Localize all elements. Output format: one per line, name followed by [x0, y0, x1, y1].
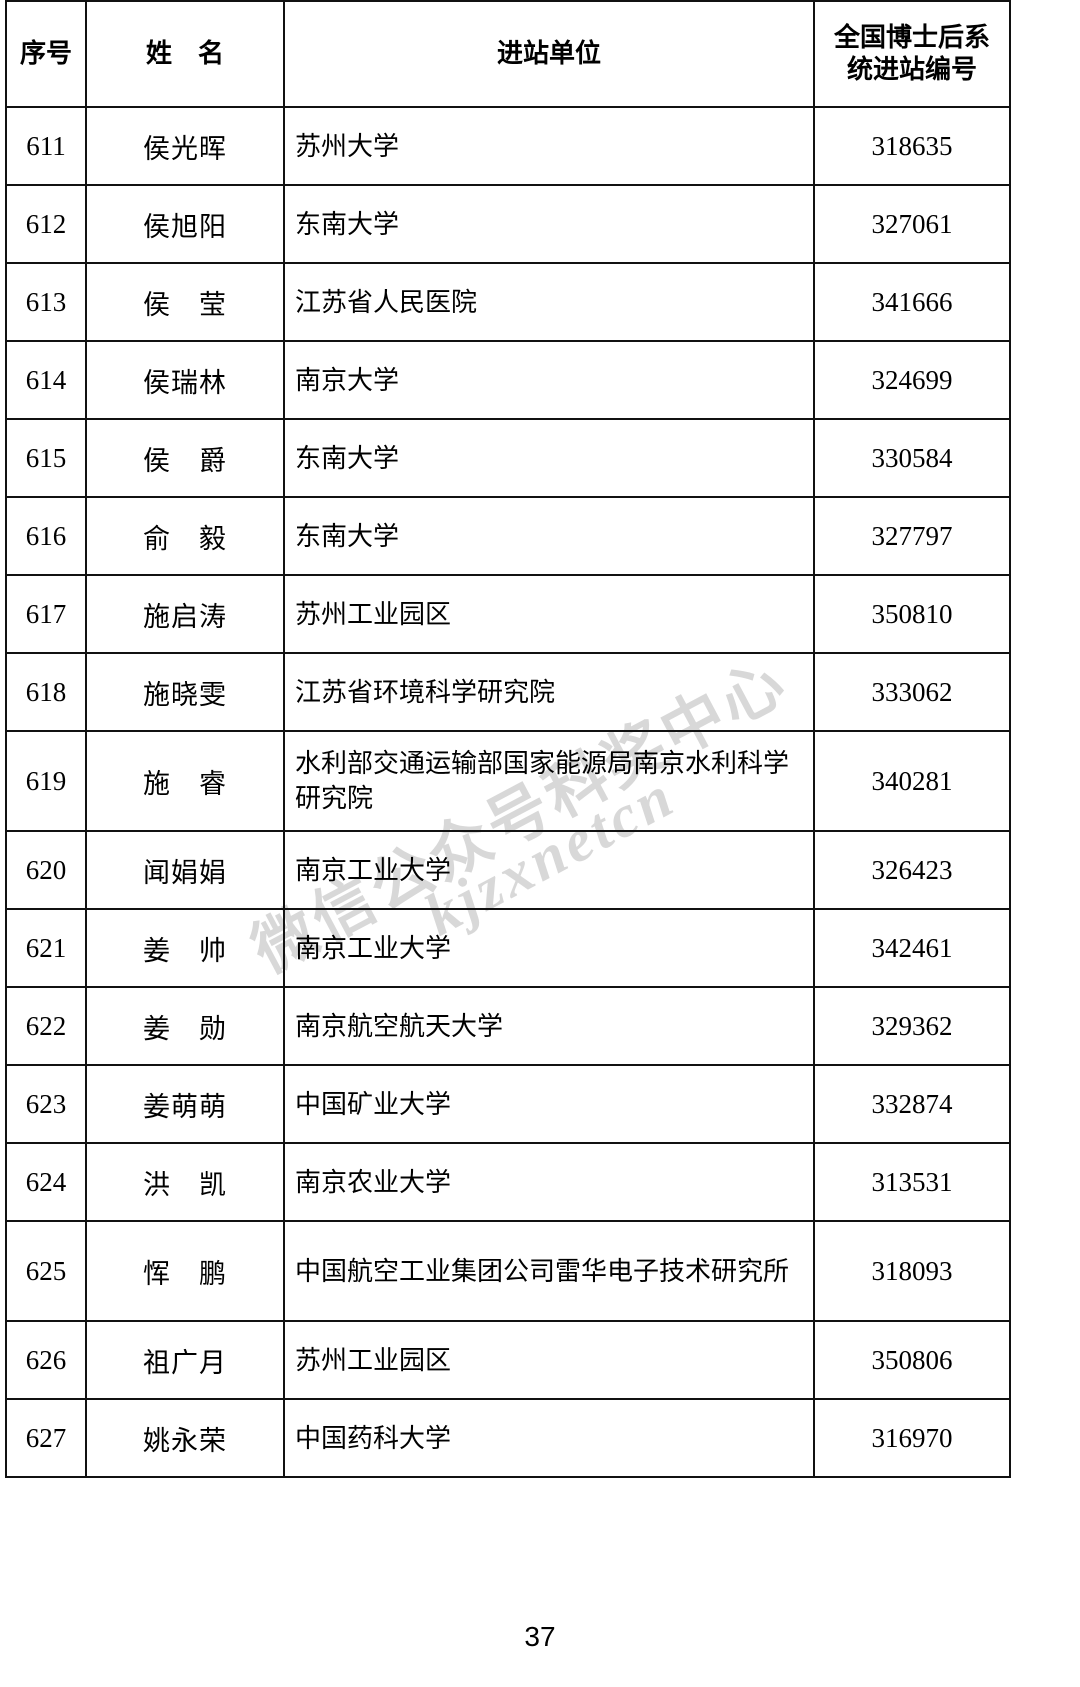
cell-unit: 中国矿业大学 [283, 1064, 815, 1144]
table-row: 612 侯旭阳 东南大学 327061 [5, 184, 1011, 264]
cell-code: 330584 [813, 418, 1011, 498]
cell-unit: 中国航空工业集团公司雷华电子技术研究所 [283, 1220, 815, 1322]
cell-unit: 苏州工业园区 [283, 1320, 815, 1400]
cell-unit: 南京大学 [283, 340, 815, 420]
cell-sequence: 619 [5, 730, 87, 832]
cell-name: 恽 鹏 [85, 1220, 285, 1322]
table-row: 617 施启涛 苏州工业园区 350810 [5, 574, 1011, 654]
cell-code: 318093 [813, 1220, 1011, 1322]
table-row: 623 姜萌萌 中国矿业大学 332874 [5, 1064, 1011, 1144]
table-row: 611 侯光晖 苏州大学 318635 [5, 106, 1011, 186]
cell-name: 侯 莹 [85, 262, 285, 342]
cell-name: 施 睿 [85, 730, 285, 832]
cell-code: 327061 [813, 184, 1011, 264]
cell-unit: 中国药科大学 [283, 1398, 815, 1478]
table-row: 625 恽 鹏中国航空工业集团公司雷华电子技术研究所 318093 [5, 1220, 1011, 1322]
column-header-sequence: 序号 [5, 0, 87, 108]
table-row: 626 祖广月 苏州工业园区 350806 [5, 1320, 1011, 1400]
table-header: 序号 姓 名 进站单位 全国博士后系统进站编号 [5, 0, 1011, 108]
cell-sequence: 615 [5, 418, 87, 498]
cell-name: 施晓雯 [85, 652, 285, 732]
header-row: 序号 姓 名 进站单位 全国博士后系统进站编号 [5, 0, 1011, 108]
table-row: 615 侯 爵东南大学 330584 [5, 418, 1011, 498]
table-row: 621 姜 帅南京工业大学 342461 [5, 908, 1011, 988]
cell-code: 350810 [813, 574, 1011, 654]
cell-code: 326423 [813, 830, 1011, 910]
column-header-unit: 进站单位 [283, 0, 815, 108]
postdoc-registration-table: 序号 姓 名 进站单位 全国博士后系统进站编号 611 侯光晖 苏州大学 318635… [5, 0, 1011, 1478]
cell-name: 洪 凯 [85, 1142, 285, 1222]
cell-name: 施启涛 [85, 574, 285, 654]
cell-name: 闻娟娟 [85, 830, 285, 910]
cell-unit: 江苏省环境科学研究院 [283, 652, 815, 732]
cell-unit: 东南大学 [283, 496, 815, 576]
cell-name: 侯光晖 [85, 106, 285, 186]
page-number-footer: 37 [524, 1621, 556, 1652]
cell-sequence: 613 [5, 262, 87, 342]
table-row: 613 侯 莹江苏省人民医院 341666 [5, 262, 1011, 342]
cell-unit: 水利部交通运输部国家能源局南京水利科学研究院 [283, 730, 815, 832]
cell-sequence: 625 [5, 1220, 87, 1322]
cell-sequence: 623 [5, 1064, 87, 1144]
cell-code: 341666 [813, 262, 1011, 342]
cell-unit: 南京农业大学 [283, 1142, 815, 1222]
cell-sequence: 627 [5, 1398, 87, 1478]
cell-sequence: 617 [5, 574, 87, 654]
table-body: 611 侯光晖 苏州大学 318635 612 侯旭阳 东南大学 327061 613 侯 莹江苏… [5, 106, 1011, 1478]
cell-sequence: 612 [5, 184, 87, 264]
cell-code: 327797 [813, 496, 1011, 576]
cell-sequence: 622 [5, 986, 87, 1066]
cell-name: 姜 勋 [85, 986, 285, 1066]
table-row: 622 姜 勋南京航空航天大学 329362 [5, 986, 1011, 1066]
table-row: 618 施晓雯 江苏省环境科学研究院 333062 [5, 652, 1011, 732]
cell-unit: 南京工业大学 [283, 830, 815, 910]
cell-name: 俞 毅 [85, 496, 285, 576]
cell-code: 324699 [813, 340, 1011, 420]
column-header-name: 姓 名 [85, 0, 285, 108]
cell-sequence: 621 [5, 908, 87, 988]
cell-sequence: 616 [5, 496, 87, 576]
table-row: 616 俞 毅东南大学 327797 [5, 496, 1011, 576]
cell-sequence: 611 [5, 106, 87, 186]
cell-unit: 苏州大学 [283, 106, 815, 186]
cell-name: 侯旭阳 [85, 184, 285, 264]
cell-unit: 东南大学 [283, 418, 815, 498]
cell-name: 侯 爵 [85, 418, 285, 498]
cell-unit: 南京工业大学 [283, 908, 815, 988]
cell-sequence: 614 [5, 340, 87, 420]
cell-sequence: 624 [5, 1142, 87, 1222]
table-row: 624 洪 凯南京农业大学 313531 [5, 1142, 1011, 1222]
cell-code: 342461 [813, 908, 1011, 988]
cell-sequence: 620 [5, 830, 87, 910]
cell-name: 姚永荣 [85, 1398, 285, 1478]
table-row: 627 姚永荣 中国药科大学 316970 [5, 1398, 1011, 1478]
cell-name: 姜萌萌 [85, 1064, 285, 1144]
cell-unit: 江苏省人民医院 [283, 262, 815, 342]
cell-code: 329362 [813, 986, 1011, 1066]
table-row: 619 施 睿水利部交通运输部国家能源局南京水利科学研究院 340281 [5, 730, 1011, 832]
column-header-code: 全国博士后系统进站编号 [813, 0, 1011, 108]
column-header-code-text: 全国博士后系统进站编号 [833, 22, 990, 84]
cell-code: 318635 [813, 106, 1011, 186]
cell-code: 340281 [813, 730, 1011, 832]
cell-name: 侯瑞林 [85, 340, 285, 420]
cell-sequence: 626 [5, 1320, 87, 1400]
cell-code: 350806 [813, 1320, 1011, 1400]
cell-code: 333062 [813, 652, 1011, 732]
cell-code: 313531 [813, 1142, 1011, 1222]
cell-name: 祖广月 [85, 1320, 285, 1400]
table-row: 620 闻娟娟 南京工业大学 326423 [5, 830, 1011, 910]
cell-unit: 南京航空航天大学 [283, 986, 815, 1066]
table-row: 614 侯瑞林 南京大学 324699 [5, 340, 1011, 420]
cell-code: 316970 [813, 1398, 1011, 1478]
cell-name: 姜 帅 [85, 908, 285, 988]
cell-code: 332874 [813, 1064, 1011, 1144]
cell-sequence: 618 [5, 652, 87, 732]
cell-unit: 东南大学 [283, 184, 815, 264]
cell-unit: 苏州工业园区 [283, 574, 815, 654]
